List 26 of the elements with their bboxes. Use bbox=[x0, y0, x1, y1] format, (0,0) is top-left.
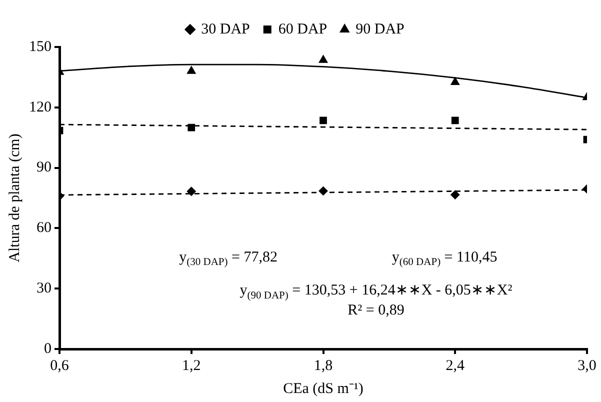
point bbox=[320, 116, 327, 124]
legend-label: 90 DAP bbox=[356, 21, 404, 38]
y-tick-label: 150 bbox=[29, 38, 52, 55]
point bbox=[318, 186, 328, 196]
point bbox=[188, 124, 196, 132]
x-tick-label: 2,4 bbox=[446, 358, 465, 374]
point bbox=[186, 186, 196, 196]
y-tick-label: 120 bbox=[29, 99, 52, 116]
legend-label: 60 DAP bbox=[278, 21, 328, 38]
annotation: R² = 0,89 bbox=[348, 302, 404, 318]
point bbox=[186, 66, 196, 74]
x-tick-label: 0,6 bbox=[50, 358, 70, 374]
y-tick-label: 30 bbox=[36, 280, 52, 297]
x-axis-title: CEa (dS m⁻¹) bbox=[283, 380, 364, 397]
point bbox=[450, 77, 460, 85]
point bbox=[450, 190, 460, 200]
y-tick-label: 60 bbox=[36, 220, 52, 236]
legend-label: 30 DAP bbox=[201, 21, 250, 38]
x-tick-label: 1,8 bbox=[314, 358, 333, 374]
y-tick-label: 90 bbox=[36, 160, 52, 176]
point bbox=[451, 116, 459, 124]
y-tick-label: 0 bbox=[44, 340, 52, 357]
y-axis-title: Altura de planta (cm) bbox=[6, 134, 23, 262]
x-tick-label: 1,2 bbox=[182, 358, 201, 374]
x-tick-label: 3,0 bbox=[578, 358, 596, 374]
point bbox=[318, 55, 328, 63]
